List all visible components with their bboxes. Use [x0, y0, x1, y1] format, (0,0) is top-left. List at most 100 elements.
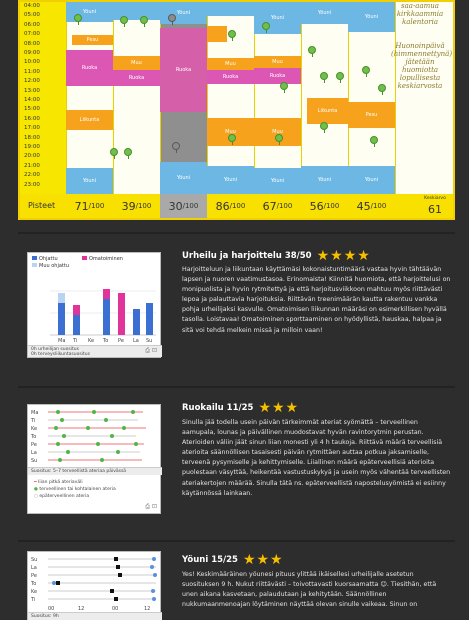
time-label: 15:00 — [24, 106, 40, 113]
section-nutrition: Ruokailu 11/25 ★★★ Sinulla jää todella us… — [18, 386, 455, 538]
chart-caption: Suositus: 5–7 terveellistä ateriaa päivä… — [28, 467, 162, 475]
star-rating-icon: ★★★ — [242, 552, 284, 568]
time-label: 18:00 — [24, 134, 40, 141]
day-column-7 — [348, 2, 395, 194]
section-training: Urheilu ja harjoittelu 38/50 ★★★★ Harjoit… — [18, 232, 455, 384]
event-food[interactable] — [207, 26, 227, 42]
event-sleep[interactable]: Yöuni — [254, 168, 301, 194]
chart-legend: ━ liian pitkä ateriaväli ● terveellinen … — [34, 480, 116, 499]
chart-caption: 0h urheilijan suositus 0h terveysliikunt… — [28, 345, 162, 357]
time-label: 07:00 — [24, 31, 40, 38]
average-label: Keskiarvo — [424, 196, 446, 201]
score-row: Pisteet 71/100 39/100 30/100 86/100 67/1… — [20, 194, 453, 218]
section-title: Ruokailu 11/25 ★★★ — [182, 400, 300, 416]
time-label: 13:00 — [24, 87, 40, 94]
svg-text:12: 12 — [78, 606, 84, 612]
time-column: 04:00 05:00 06:00 07:00 08:00 09:00 10:00 11:00… — [20, 2, 66, 194]
section-title: Urheilu ja harjoittelu 38/50 ★★★★ — [182, 248, 371, 264]
star-rating-icon: ★★★★ — [316, 248, 371, 264]
print-icon[interactable]: ⎙ ⊡ — [145, 347, 157, 354]
time-label: 04:00 — [24, 3, 40, 9]
time-label: 20:00 — [24, 153, 40, 160]
sleep-chart-thumbnail[interactable]: Su La Pe To Ke Ti — [27, 551, 162, 620]
event-food[interactable]: Muu — [254, 56, 301, 68]
event-food[interactable]: Muu — [113, 56, 160, 70]
print-icon[interactable]: ⎙ ⊡ — [145, 503, 157, 510]
event-sleep[interactable]: Yöuni — [160, 162, 207, 194]
nutrition-chart-thumbnail[interactable]: Ma Ti Ke To Pe La Su — [27, 404, 162, 514]
svg-text:La: La — [31, 450, 37, 456]
star-rating-icon: ★★★ — [258, 400, 300, 416]
score-label: Pisteet — [28, 201, 56, 210]
event-food[interactable]: Pesu — [72, 35, 113, 45]
svg-text:Ma: Ma — [58, 338, 65, 344]
svg-text:La: La — [133, 338, 139, 344]
section-text: Sinulla jää todella usein päivän tärkeim… — [182, 419, 451, 497]
meal-pin-icon — [308, 46, 316, 57]
time-label: 17:00 — [24, 125, 40, 132]
meal-pin-icon — [362, 66, 370, 77]
section-text: Yes! Keskimääräinen yöunesi pituus ylitt… — [182, 571, 437, 609]
time-label: 16:00 — [24, 115, 40, 122]
event-food[interactable]: Liikunta — [66, 110, 113, 130]
time-label: 11:00 — [24, 68, 40, 75]
day-score: 67/100 — [262, 199, 293, 213]
meal-pin-icon — [168, 14, 176, 25]
svg-text:To: To — [30, 434, 36, 440]
time-label: 06:00 — [24, 21, 40, 28]
svg-text:La: La — [31, 565, 37, 571]
svg-text:Pe: Pe — [118, 338, 124, 344]
calendar-top-note: saa-aamua kirkkaammia kalentoria — [396, 2, 444, 26]
meal-timeline-chart: Ma Ti Ke To Pe La Su — [30, 410, 146, 464]
event-other[interactable]: Ruoka — [66, 50, 113, 86]
training-bar-chart: Ohjattu Omatoiminen Muu ohjattu Ma Ti — [32, 256, 156, 344]
event-sleep[interactable]: Yöuni — [348, 2, 395, 32]
time-label: 10:00 — [24, 59, 40, 66]
event-food[interactable]: Liikunta — [307, 98, 348, 124]
svg-text:Pe: Pe — [31, 573, 37, 579]
event-sleep[interactable]: Yöuni — [301, 2, 348, 24]
time-label: 19:00 — [24, 144, 40, 150]
svg-text:Ti: Ti — [30, 597, 35, 603]
event-sleep[interactable] — [207, 2, 254, 16]
meal-pin-icon — [74, 14, 82, 25]
svg-text:00: 00 — [112, 606, 118, 612]
event-food[interactable]: Pesu — [348, 102, 395, 128]
chart-caption: Suositus: 9h — [28, 612, 162, 620]
svg-text:Ke: Ke — [31, 426, 37, 432]
day-score: 71/100 — [74, 199, 105, 213]
event-other[interactable]: Ruoka — [113, 70, 160, 86]
calendar-side-note: Huonoinpäivä (himmennettynä) jätetään hu… — [391, 42, 453, 90]
event-sleep[interactable]: Yöuni — [348, 166, 395, 194]
day-score: 56/100 — [309, 199, 340, 213]
day-column-1 — [66, 2, 113, 194]
day-score: 86/100 — [215, 199, 246, 213]
sleep-timeline-chart: Su La Pe To Ke Ti — [30, 557, 157, 612]
time-label: 23:00 — [24, 181, 40, 188]
event-sleep[interactable]: Yöuni — [254, 2, 301, 34]
meal-pin-icon — [262, 22, 270, 33]
event-sleep[interactable]: Yöuni — [301, 166, 348, 194]
event-sleep[interactable]: Yöuni — [207, 166, 254, 194]
section-text: Harjoitteluun ja liikuntaan käyttämäsi k… — [182, 266, 451, 334]
time-label: 08:00 — [24, 40, 40, 47]
legend-omatoiminen: Omatoiminen — [89, 256, 123, 262]
meal-pin-icon — [120, 16, 128, 27]
event-other[interactable]: Ruoka — [160, 28, 207, 112]
meal-pin-icon — [275, 134, 283, 145]
event-sleep[interactable]: Yöuni — [66, 168, 113, 194]
svg-text:To: To — [30, 581, 36, 587]
time-label: 05:00 — [24, 12, 40, 19]
event-other[interactable]: Ruoka — [254, 68, 301, 84]
time-label: 12:00 — [24, 78, 40, 85]
event-food[interactable]: Muu — [207, 58, 254, 70]
svg-text:12: 12 — [144, 606, 150, 612]
average-score: 61 — [428, 203, 442, 216]
training-chart-thumbnail[interactable]: Ohjattu Omatoiminen Muu ohjattu Ma Ti — [27, 252, 162, 358]
event-sleep[interactable] — [113, 2, 160, 20]
meal-pin-icon — [140, 16, 148, 27]
meal-pin-icon — [172, 142, 180, 153]
section-sleep: Yöuni 15/25 ★★★ Yes! Keskimääräinen yöune… — [18, 540, 455, 620]
event-other[interactable]: Ruoka — [207, 70, 254, 84]
